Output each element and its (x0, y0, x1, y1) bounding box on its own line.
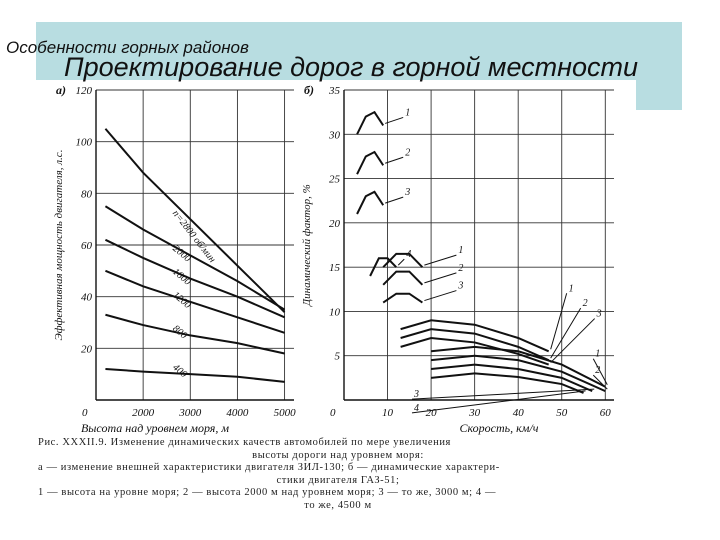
panel-b-curve-label: 2 (405, 147, 410, 158)
panel-b-ylabel: Динамический фактор, % (301, 184, 313, 307)
panel-b-xtick: 10 (382, 407, 394, 419)
panel-b-curve-leader (385, 196, 404, 204)
panel-a-xtick: 5000 (274, 407, 297, 419)
panel-a-curve-0 (104, 128, 286, 313)
figure-caption: Рис. XXXII.9. Изменение динамических кач… (38, 437, 638, 512)
panel-b-curve-label: 3 (457, 281, 463, 292)
panel-b-ytick: 5 (335, 351, 341, 363)
panel-b-ytick: 10 (329, 306, 341, 318)
panel-b-xtick: 40 (513, 407, 525, 419)
panel-b-curve-leader (550, 307, 582, 359)
panel-a-curve-label: 1200 (170, 290, 192, 311)
panel-b-curve-leader (592, 374, 608, 390)
caption-line-6: то же, 4500 м (304, 499, 372, 511)
panel-b-xtick: 30 (468, 407, 481, 419)
panel-b-curve-10 (430, 345, 606, 388)
panel-b-curve-3 (369, 257, 397, 277)
panel-b-xtick: 60 (600, 407, 612, 419)
panel-b-curve-9 (400, 336, 550, 366)
panel-b-curve-leader (424, 290, 457, 302)
panel-b-curve-leader (411, 388, 595, 400)
panel-a-ytick: 60 (81, 240, 93, 252)
panel-b-xtick: 50 (556, 407, 568, 419)
panel-a-curve-1 (104, 205, 286, 311)
panel-b-curve-leader (397, 258, 405, 266)
panel-a-ytick: 100 (76, 137, 93, 149)
panel-b-curve-label: 4 (414, 403, 419, 414)
caption-line-1: Рис. XXXII.9. Изменение динамических кач… (38, 437, 451, 448)
figure-frame: 20 40 60 80 100 120 2000 3000 4000 5000 0 а) Эффекти… (36, 80, 636, 540)
panel-b-curve-1 (356, 150, 385, 175)
panel-b-curve-leader (550, 293, 568, 350)
panel-a-curve-label: 800 (170, 323, 189, 341)
panel-b-xtick: 20 (426, 407, 438, 419)
panel-b-ytick: 35 (328, 85, 341, 97)
panel-b-label: б) (304, 83, 314, 97)
panel-b-curve-leader (411, 390, 586, 414)
panel-b-curve-label: 2 (583, 298, 588, 309)
panel-a-curve-4 (105, 313, 285, 355)
panel-b-curve-leader (385, 156, 404, 164)
panel-b-curve-label: 1 (595, 349, 600, 360)
panel-b-curve-7 (400, 319, 550, 353)
panel-b-curve-leader (424, 272, 457, 284)
caption-line-3: а — изменение внешней характеристики дви… (38, 462, 500, 473)
panel-b-curve-4 (382, 252, 424, 268)
panel-b-ytick: 25 (329, 174, 341, 186)
panel-b-curve-2 (356, 190, 385, 215)
panel-b-curve-6 (382, 292, 423, 304)
panel-b-curve-8 (400, 328, 550, 362)
panel-b-curve-label: 3 (404, 187, 410, 198)
caption-line-2: высоты дороги над уровнем моря: (252, 449, 424, 461)
section-label: Особенности горных районов (6, 38, 249, 57)
panel-a-curve-label: 2000 (170, 243, 192, 264)
panel-b-curve-label: 2 (595, 365, 600, 376)
panel-b-curve-leader (592, 358, 608, 385)
panel-b-curve-leader (424, 254, 457, 266)
panel-b-curve-leader (385, 116, 404, 124)
panel-a-ytick: 120 (76, 85, 93, 97)
caption-line-4: стики двигателя ГАЗ-51; (276, 474, 400, 486)
panel-b-curve-label: 1 (458, 245, 463, 256)
panel-b-ytick: 15 (329, 262, 341, 274)
panel-b-origin-label: 0 (330, 407, 336, 419)
panel-a-xtick: 4000 (226, 407, 249, 419)
panel-a-curve-label: 1600 (170, 266, 192, 287)
panel-b-curve-13 (430, 372, 584, 394)
panel-b-curve-label: 1 (405, 107, 410, 118)
panel-b-curve-12 (430, 363, 593, 393)
panel-a-ytick: 80 (81, 188, 93, 200)
panel-a-ylabel: Эффективная мощность двигателя, л.с. (53, 150, 65, 341)
panel-a-label: а) (56, 83, 66, 97)
panel-b-curve-leader (550, 318, 596, 363)
panel-b-curve-label: 1 (569, 283, 574, 294)
panel-a-xtick: 3000 (178, 407, 202, 419)
caption-line-5: 1 — высота на уровне моря; 2 — высота 20… (38, 487, 497, 498)
panel-b-xlabel: Скорость, км/ч (460, 421, 539, 435)
panel-a-curve-2 (104, 238, 285, 319)
panel-b-curve-label: 2 (458, 263, 463, 274)
panel-b-curve-0 (356, 110, 385, 135)
slide-title: Проектирование дорог в горной местности (64, 52, 639, 82)
panel-b-curve-5 (382, 270, 424, 286)
panel-b-ytick: 20 (329, 218, 341, 230)
panel-a-ytick: 20 (81, 343, 93, 355)
panel-b-ytick: 30 (328, 129, 341, 141)
panel-a-xlabel: Высота над уровнем моря, м (81, 421, 229, 435)
panel-b-curve-11 (430, 354, 606, 393)
panel-a-xtick: 2000 (132, 407, 155, 419)
panel-b-curve-label: 3 (596, 309, 602, 320)
panel-a-ytick: 40 (81, 292, 93, 304)
panel-b-curve-label: 3 (413, 389, 419, 400)
panel-a-curve-label: 400 (170, 362, 189, 380)
panel-a-curve-5 (105, 368, 285, 383)
panel-a-origin-label: 0 (82, 407, 88, 419)
panel-a-curve-3 (105, 269, 285, 334)
